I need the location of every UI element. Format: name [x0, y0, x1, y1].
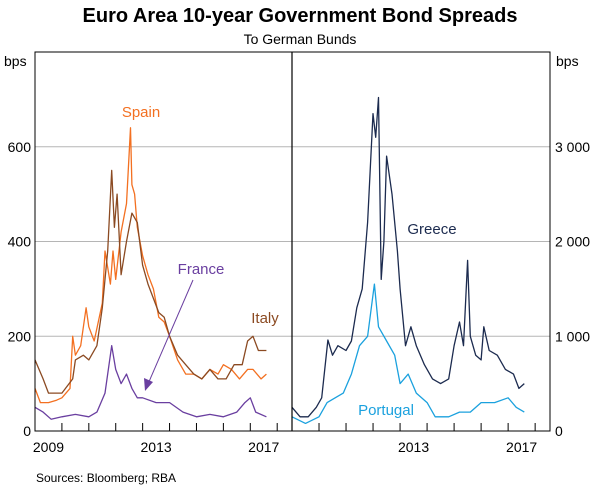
series-line-france — [34, 345, 267, 420]
y-tick-label-right: 0 — [555, 423, 563, 439]
y-tick-label-left: 400 — [8, 234, 32, 250]
series-line-greece — [291, 96, 525, 418]
y-tick-label-left: 200 — [8, 328, 32, 344]
x-tick-label: 2017 — [248, 439, 279, 455]
left-y-unit: bps — [4, 53, 27, 69]
france-arrow-line — [147, 279, 194, 385]
y-tick-label-right: 2 000 — [555, 234, 590, 250]
y-tick-label-right: 3 000 — [555, 139, 590, 155]
legend-label-italy: Italy — [251, 310, 279, 327]
legend-label-greece: Greece — [407, 221, 456, 238]
y-tick-label-right: 1 000 — [555, 328, 590, 344]
right-y-unit: bps — [556, 53, 579, 69]
y-tick-label-left: 600 — [8, 139, 32, 155]
legend-label-france: France — [178, 261, 225, 278]
sources-note: Sources: Bloomberg; RBA — [36, 471, 176, 485]
series-line-italy — [34, 169, 267, 394]
series-line-portugal — [291, 283, 525, 425]
france-arrow-head — [144, 378, 153, 391]
x-tick-label: 2009 — [33, 439, 64, 455]
x-tick-label: 2017 — [506, 439, 537, 455]
chart-subtitle: To German Bunds — [244, 31, 357, 47]
chart-title: Euro Area 10-year Government Bond Spread… — [83, 5, 518, 27]
x-tick-label: 2013 — [141, 439, 172, 455]
y-tick-label-left: 0 — [23, 423, 31, 439]
series-line-spain — [34, 127, 267, 404]
x-tick-label: 2013 — [398, 439, 429, 455]
legend-label-spain: Spain — [122, 104, 160, 121]
legend-label-portugal: Portugal — [358, 402, 414, 419]
